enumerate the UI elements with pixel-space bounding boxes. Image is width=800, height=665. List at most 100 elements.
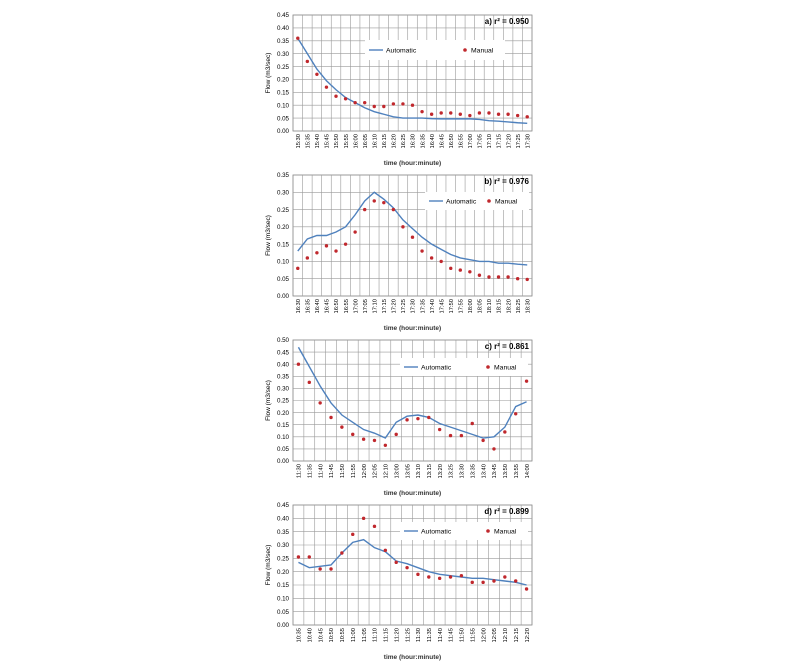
x-tick-label: 15:50: [334, 134, 340, 149]
data-point-manual: [420, 109, 424, 114]
x-tick-label: 17:35: [420, 299, 426, 314]
legend-label-manual: Manual: [495, 198, 518, 205]
data-point-manual: [496, 112, 501, 116]
series-line-automatic: [297, 346, 527, 439]
data-point-manual: [458, 112, 462, 116]
x-tick-label: 17:20: [506, 134, 512, 149]
x-tick-label: 16:50: [334, 299, 340, 314]
legend-label-automatic: Automatic: [421, 528, 452, 535]
data-point-manual: [525, 115, 529, 119]
data-point-manual: [506, 112, 510, 116]
y-tick-label: 0.40: [277, 516, 290, 523]
x-tick-label: 11:15: [384, 628, 390, 642]
data-point-manual: [383, 443, 388, 447]
x-tick-label: 13:45: [492, 464, 498, 479]
x-tick-label: 14:00: [525, 464, 531, 479]
data-point-manual: [372, 524, 377, 529]
x-tick-label: 17:25: [401, 299, 407, 314]
x-tick-label: 12:15: [514, 628, 520, 643]
x-axis-title: time (hour:minute): [384, 654, 441, 661]
x-tick-label: 18:30: [525, 299, 531, 314]
y-tick-label: 0.05: [277, 446, 290, 453]
y-axis-title: Flow (m3/sec): [265, 380, 272, 421]
x-tick-label: 16:45: [325, 299, 331, 314]
data-point-manual: [429, 112, 434, 116]
data-point-manual: [296, 555, 301, 559]
data-point-manual: [459, 573, 464, 578]
y-tick-label: 0.20: [277, 410, 290, 417]
x-tick-label: 17:55: [459, 299, 465, 314]
y-tick-label: 0.25: [277, 398, 290, 405]
x-tick-label: 17:25: [516, 134, 522, 149]
data-point-manual: [477, 273, 482, 277]
x-tick-label: 12:10: [384, 464, 390, 479]
data-point-manual: [353, 100, 357, 105]
data-point-manual: [506, 275, 510, 279]
y-tick-label: 0.30: [277, 51, 290, 58]
y-tick-label: 0.20: [277, 77, 290, 84]
x-tick-label: 18:25: [516, 299, 522, 314]
x-tick-label: 11:05: [362, 628, 368, 642]
x-tick-label: 15:45: [325, 134, 331, 149]
data-point-manual: [487, 275, 491, 279]
x-tick-label: 15:55: [344, 134, 350, 149]
x-tick-label: 13:30: [460, 464, 466, 479]
y-tick-label: 0.30: [277, 386, 290, 393]
x-tick-label: 11:30: [416, 628, 422, 642]
y-tick-label: 0.35: [277, 38, 290, 45]
data-point-manual: [416, 572, 420, 577]
data-point-manual: [405, 565, 409, 570]
data-point-manual: [307, 555, 311, 559]
x-tick-label: 12:05: [492, 628, 498, 643]
legend-swatch-manual: [486, 365, 490, 369]
x-tick-label: 11:10: [373, 628, 379, 642]
data-point-manual: [477, 111, 482, 115]
y-tick-label: 0.10: [277, 434, 290, 441]
data-point-manual: [503, 430, 507, 434]
y-tick-label: 0.30: [277, 542, 290, 549]
x-tick-label: 11:40: [318, 464, 324, 478]
x-tick-label: 17:15: [497, 134, 503, 149]
data-point-manual: [481, 580, 485, 585]
x-tick-label: 13:35: [470, 464, 476, 479]
x-tick-label: 16:35: [420, 134, 426, 149]
data-point-manual: [427, 575, 431, 579]
x-tick-label: 17:05: [478, 134, 484, 149]
x-tick-label: 12:00: [362, 464, 368, 479]
series-line-automatic: [298, 538, 527, 586]
data-point-manual: [449, 266, 453, 271]
x-tick-label: 10:35: [297, 628, 303, 643]
y-tick-label: 0.35: [277, 172, 290, 179]
y-axis-title: Flow (m3/sec): [265, 53, 272, 94]
data-point-manual: [429, 256, 434, 260]
data-point-manual: [492, 447, 496, 451]
y-tick-label: 0.30: [277, 189, 290, 196]
x-tick-label: 16:00: [353, 134, 359, 149]
y-tick-label: 0.10: [277, 102, 290, 109]
data-point-manual: [401, 225, 405, 229]
panel-label: c) r² = 0.861: [485, 342, 530, 351]
legend-swatch-manual: [463, 48, 467, 52]
y-tick-label: 0.05: [277, 276, 290, 283]
legend-label-automatic: Automatic: [446, 198, 477, 205]
x-tick-label: 12:20: [525, 628, 531, 643]
data-point-manual: [363, 207, 367, 212]
x-tick-label: 16:15: [382, 134, 388, 149]
x-tick-label: 11:45: [329, 464, 335, 478]
x-tick-label: 17:50: [449, 299, 455, 314]
x-tick-label: 16:05: [363, 134, 369, 149]
x-tick-label: 18:05: [478, 299, 484, 314]
x-tick-label: 17:00: [353, 299, 359, 314]
data-point-manual: [492, 579, 496, 583]
legend-box: [425, 192, 529, 210]
data-point-manual: [329, 415, 333, 420]
y-tick-label: 0.00: [277, 128, 290, 135]
panel-label: a) r² = 0.950: [485, 17, 530, 26]
x-tick-label: 16:30: [296, 299, 302, 314]
x-tick-label: 17:30: [411, 299, 417, 314]
x-tick-label: 16:45: [439, 134, 445, 149]
data-point-manual: [324, 85, 329, 89]
legend-swatch-manual: [487, 199, 491, 203]
data-point-manual: [459, 433, 464, 438]
x-tick-label: 13:20: [438, 464, 444, 479]
